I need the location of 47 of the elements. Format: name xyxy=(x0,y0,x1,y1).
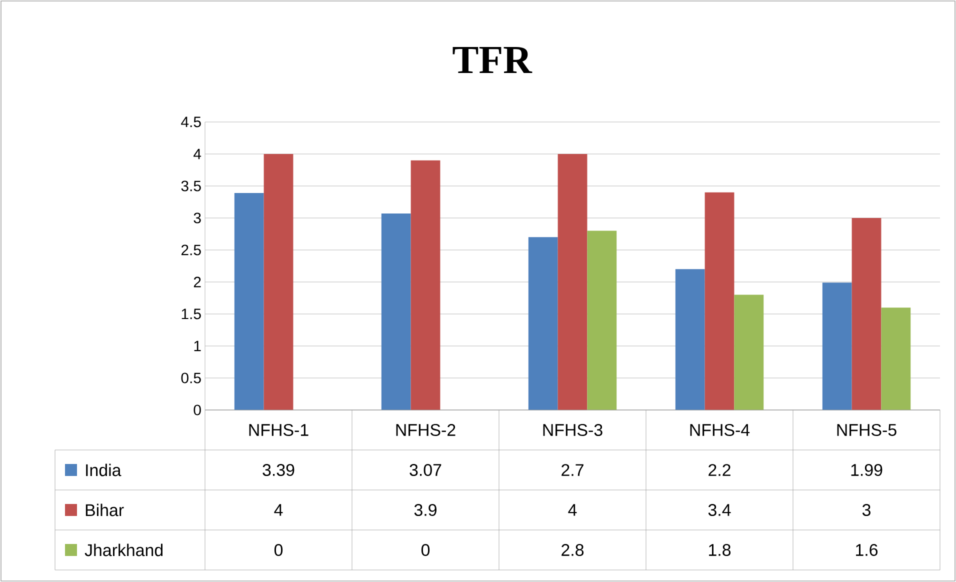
x-tick-label: NFHS-4 xyxy=(690,424,750,436)
bar xyxy=(734,294,764,410)
bar xyxy=(381,214,411,410)
bar xyxy=(822,282,852,410)
x-tick-label: NFHS-5 xyxy=(837,424,896,436)
bar xyxy=(558,154,588,410)
legend-label: India xyxy=(86,464,122,476)
data-label: 3.9 xyxy=(414,504,436,516)
y-tick-label: 4 xyxy=(194,148,202,160)
x-tick-label: NFHS-2 xyxy=(396,424,456,436)
legend-label: Bihar xyxy=(86,504,124,516)
y-tick-label: 0 xyxy=(194,404,201,416)
data-label: 2.7 xyxy=(562,464,584,476)
data-label: 3.39 xyxy=(262,464,294,476)
y-tick-label: 2 xyxy=(194,276,201,288)
bar xyxy=(234,193,264,410)
chart-title: TFR xyxy=(452,46,532,74)
data-label: 3.4 xyxy=(708,504,731,516)
data-label: 1.99 xyxy=(851,464,882,476)
data-label: 2.2 xyxy=(708,464,730,476)
y-tick-label: 3.5 xyxy=(181,180,201,192)
bar xyxy=(852,218,882,410)
bar xyxy=(881,308,911,410)
y-tick-label: 4.5 xyxy=(181,116,201,128)
data-label: 4 xyxy=(568,504,577,516)
bar xyxy=(410,160,440,410)
y-tick-label: 0.5 xyxy=(181,372,201,384)
data-label: 4 xyxy=(274,504,283,516)
x-tick-label: NFHS-1 xyxy=(249,424,308,436)
data-label: 3.07 xyxy=(410,464,442,476)
bar xyxy=(704,192,734,410)
data-label: 1.8 xyxy=(709,544,731,556)
data-label: 2.8 xyxy=(562,544,584,556)
y-tick-label: 3 xyxy=(194,212,201,224)
data-label: 1.6 xyxy=(856,544,878,556)
data-label: 3 xyxy=(862,504,870,516)
legend-label: Jharkhand xyxy=(84,544,163,556)
y-tick-label: 1 xyxy=(194,340,201,352)
y-tick-label: 2.5 xyxy=(181,244,201,256)
y-tick-label: 1.5 xyxy=(182,308,201,320)
data-label: 0 xyxy=(421,544,430,556)
bar xyxy=(264,154,294,410)
data-label: 0 xyxy=(274,544,283,556)
bar xyxy=(587,230,617,410)
bar xyxy=(675,269,705,410)
bar xyxy=(528,237,558,410)
x-tick-label: NFHS-3 xyxy=(543,424,602,436)
